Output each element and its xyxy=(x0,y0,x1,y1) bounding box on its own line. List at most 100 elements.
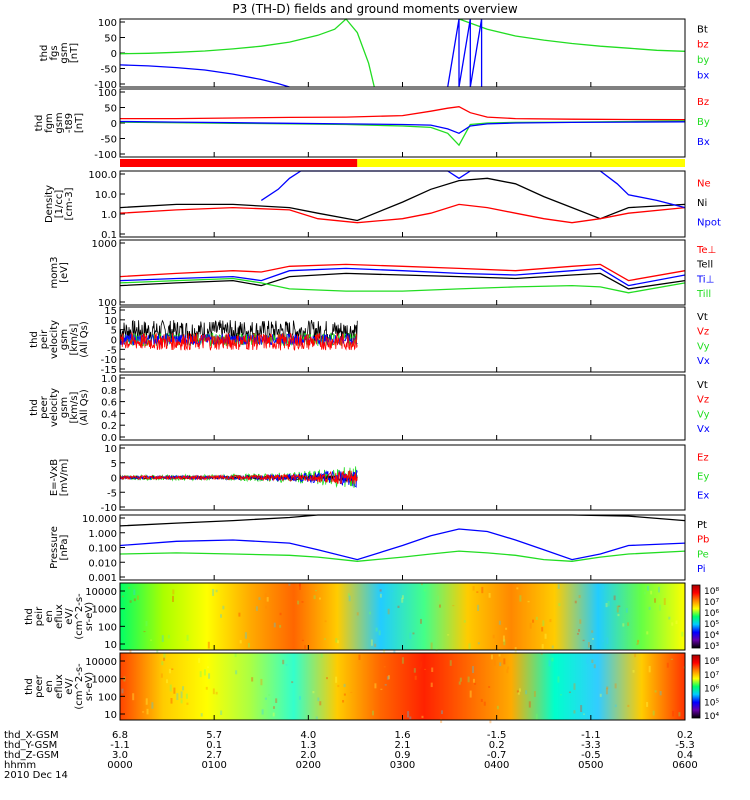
heatmap-cell xyxy=(207,641,210,649)
x-axis-ephemeris: thd_X-GSM 6.8 5.7 4.0 1.6 -1.5 -1.1 0.2 thd_Y-GS… xyxy=(4,730,698,771)
heatmap-cell xyxy=(646,631,649,635)
heatmap-cell xyxy=(490,654,493,660)
heatmap-cell xyxy=(171,595,174,602)
heatmap-cell xyxy=(383,649,386,656)
legend-item: Ni xyxy=(697,198,707,209)
legend-item: Vy xyxy=(697,409,710,420)
heatmap-cell xyxy=(418,666,421,670)
heatmap-cell xyxy=(573,683,576,690)
heatmap-cell xyxy=(337,684,340,688)
y-axis-label: peer xyxy=(34,674,45,698)
heatmap-cell xyxy=(503,639,506,646)
heatmap-cell xyxy=(251,677,254,682)
heatmap-cell xyxy=(518,688,521,692)
heatmap-cell xyxy=(374,683,377,689)
heatmap-cell xyxy=(347,593,350,597)
y-axis-label: Density xyxy=(44,185,55,223)
heatmap-cell xyxy=(637,639,640,642)
ephemeris-value: -1.1 xyxy=(581,730,601,741)
heatmap-cell xyxy=(171,668,174,670)
panel-fgs: 100 50 0 -50 -100 thd fgs gsm [nT] Bt bz by bx xyxy=(39,18,709,91)
heatmap-cell xyxy=(431,667,434,672)
y-tick-label: 5 xyxy=(111,326,117,337)
heatmap-cell xyxy=(420,661,423,668)
heatmap-cell xyxy=(169,684,172,692)
colorbar-tick-label: 10⁸ xyxy=(704,657,719,667)
y-axis-label: peir xyxy=(39,329,50,349)
heatmap-cell xyxy=(387,675,390,680)
heatmap-cell xyxy=(172,589,175,595)
heatmap-cell xyxy=(260,678,263,686)
legend-item: Vx xyxy=(697,356,710,367)
y-axis-label: [nT] xyxy=(69,43,80,63)
series-line-pi xyxy=(119,528,686,561)
y-axis-label: thd xyxy=(24,678,35,695)
heatmap-cell xyxy=(367,671,370,673)
heatmap-cell xyxy=(275,698,278,703)
heatmap-cell xyxy=(614,683,617,689)
legend-item: Vz xyxy=(697,395,709,406)
noise-trace xyxy=(119,470,358,485)
heatmap-cell xyxy=(129,600,132,603)
heatmap-cell xyxy=(440,718,443,724)
y-tick-label: 0 xyxy=(111,119,117,130)
y-tick-label: -100 xyxy=(94,150,117,161)
heatmap-cell xyxy=(335,638,338,643)
heatmap-cell xyxy=(212,688,215,695)
heatmap-cell xyxy=(317,697,320,702)
heatmap-cell xyxy=(264,697,267,700)
heatmap-cell xyxy=(627,704,630,708)
heatmap-cell xyxy=(335,676,338,683)
heatmap-cell xyxy=(151,702,154,709)
heatmap-cell xyxy=(447,634,450,636)
colorbar xyxy=(691,654,701,719)
heatmap-cell xyxy=(605,687,608,695)
heatmap-cell xyxy=(492,634,495,639)
colorbar-tick-label: 10⁴ xyxy=(704,712,719,722)
heatmap-cell xyxy=(343,683,346,688)
ephemeris-value: 0300 xyxy=(390,760,415,771)
heatmap-cell xyxy=(650,590,653,595)
heatmap-cell xyxy=(613,595,616,601)
heatmap-cell xyxy=(557,583,560,589)
y-tick-label: 100.0 xyxy=(88,170,117,181)
heatmap-cell xyxy=(668,616,671,620)
heatmap-cell xyxy=(576,632,579,635)
heatmap-cell xyxy=(239,640,242,644)
heatmap-cell xyxy=(632,669,635,673)
heatmap-cell xyxy=(557,676,560,683)
heatmap-cell xyxy=(304,645,307,649)
heatmap-cell xyxy=(186,634,189,641)
heatmap-cell xyxy=(180,699,183,704)
heatmap-cell xyxy=(180,691,183,699)
heatmap-cell xyxy=(506,669,509,674)
ephemeris-value: 2.0 xyxy=(300,750,316,761)
ephemeris-value: -1.1 xyxy=(110,740,130,751)
y-tick-label: 10 xyxy=(104,640,117,651)
heatmap-cell xyxy=(401,595,404,599)
heatmap-cell xyxy=(315,590,318,592)
series-line-ti- xyxy=(119,267,686,287)
y-tick-label: 1000 xyxy=(92,239,117,250)
heatmap-cell xyxy=(586,658,589,664)
heatmap-cell xyxy=(548,660,551,667)
heatmap-cell xyxy=(574,600,577,604)
legend-item: Ey xyxy=(697,472,709,483)
heatmap-cell xyxy=(540,653,543,655)
ephemeris-value: 0600 xyxy=(672,760,697,771)
heatmap-cell xyxy=(298,696,301,700)
ephemeris-value: 0.2 xyxy=(489,740,505,751)
heatmap-cell xyxy=(397,605,400,609)
ephemeris-value: 0500 xyxy=(578,760,603,771)
ephemeris-value: 0.4 xyxy=(677,750,693,761)
heatmap-cell xyxy=(132,693,135,701)
heatmap-cell xyxy=(616,605,619,613)
heatmap-cell xyxy=(128,587,131,589)
y-axis-label: eflux xyxy=(54,674,65,699)
panel-peer_en: 10⁸ 10⁷ 10⁶ 10⁵ 10⁴ 10000 1000 100 10 thd peer en ef… xyxy=(24,652,719,724)
y-axis-label: (cm^2-s- xyxy=(74,593,85,640)
heatmap-cell xyxy=(452,605,455,607)
ephemeris-value: 0200 xyxy=(296,760,321,771)
heatmap-cell xyxy=(438,604,441,608)
heatmap-cell xyxy=(379,589,382,592)
